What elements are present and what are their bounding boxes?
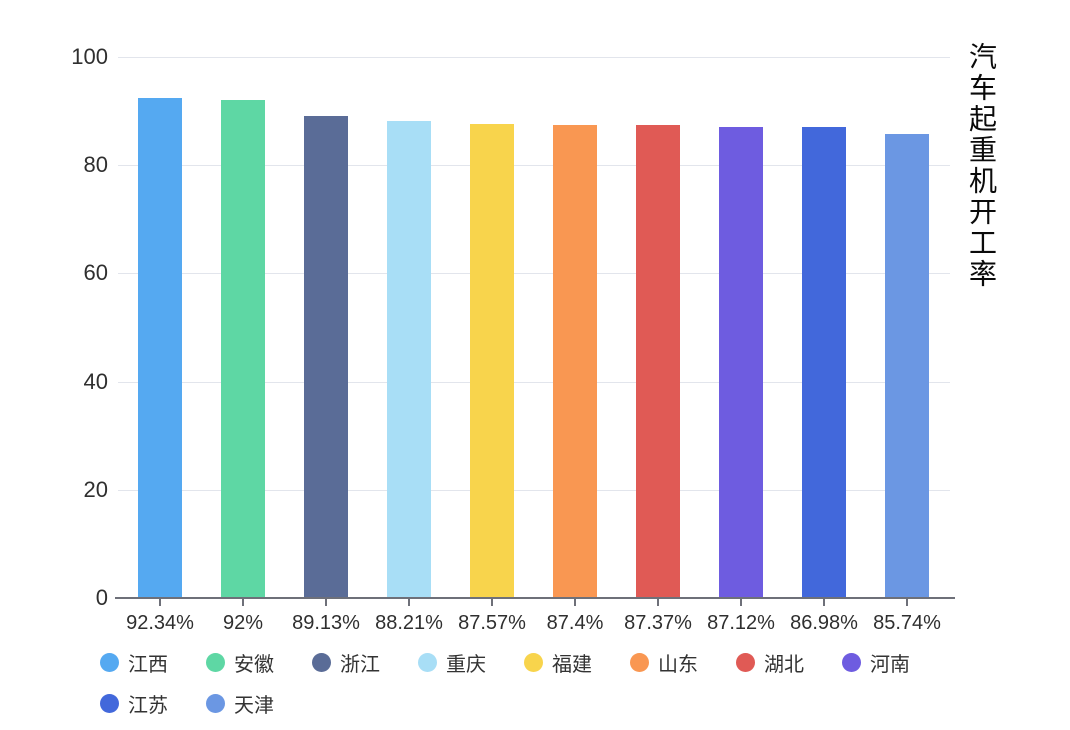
legend-dot-icon — [524, 653, 543, 672]
gridline-100 — [118, 57, 950, 58]
legend-dot-icon — [630, 653, 649, 672]
legend-dot-icon — [418, 653, 437, 672]
x-axis-tick — [408, 599, 410, 606]
legend-label: 江苏 — [128, 695, 168, 717]
bar-安徽[interactable] — [221, 100, 265, 598]
legend-label: 河南 — [870, 654, 910, 676]
y-axis-tick-label: 20 — [83, 477, 108, 502]
gridline-80 — [118, 165, 950, 166]
legend-label: 重庆 — [446, 654, 486, 676]
gridline-20 — [118, 490, 950, 491]
x-axis-label-山东: 87.4% — [546, 612, 604, 634]
legend-label: 江西 — [128, 654, 168, 676]
y-axis-tick-label: 0 — [95, 585, 108, 610]
x-axis-label-江苏: 86.98% — [790, 612, 858, 634]
bar-河南[interactable] — [719, 127, 763, 598]
gridline-40 — [118, 382, 950, 383]
y-axis-tick-label: 100 — [71, 44, 108, 69]
bar-福建[interactable] — [470, 124, 514, 598]
x-axis-tick — [159, 599, 161, 606]
x-axis-label-福建: 87.57% — [458, 612, 526, 634]
legend-label: 天津 — [234, 695, 274, 717]
legend-item-重庆[interactable]: 重庆 — [418, 648, 486, 677]
legend-item-江苏[interactable]: 江苏 — [100, 689, 168, 718]
legend-item-江西[interactable]: 江西 — [100, 648, 168, 677]
legend-item-湖北[interactable]: 湖北 — [736, 648, 804, 677]
x-axis-label-湖北: 87.37% — [624, 612, 692, 634]
x-axis-tick — [823, 599, 825, 606]
legend-item-天津[interactable]: 天津 — [206, 689, 274, 718]
x-axis-tick — [242, 599, 244, 606]
legend-item-安徽[interactable]: 安徽 — [206, 648, 274, 677]
bar-湖北[interactable] — [636, 125, 680, 598]
x-axis-label-天津: 85.74% — [873, 612, 941, 634]
x-axis-label-重庆: 88.21% — [375, 612, 443, 634]
bar-江苏[interactable] — [802, 127, 846, 598]
y-axis-tick-label: 80 — [83, 152, 108, 177]
legend: 江西 安徽 浙江 重庆 福建 山东 湖北 河南江苏 天津 — [100, 648, 980, 718]
legend-label: 安徽 — [234, 654, 274, 676]
legend-dot-icon — [100, 653, 119, 672]
legend-label: 湖北 — [764, 654, 804, 676]
x-axis-label-河南: 87.12% — [707, 612, 775, 634]
bar-天津[interactable] — [885, 134, 929, 598]
x-axis-tick — [657, 599, 659, 606]
x-axis-label-浙江: 89.13% — [292, 612, 360, 634]
legend-dot-icon — [736, 653, 755, 672]
legend-label: 山东 — [658, 654, 698, 676]
legend-dot-icon — [312, 653, 331, 672]
legend-item-福建[interactable]: 福建 — [524, 648, 592, 677]
bar-江西[interactable] — [138, 98, 182, 598]
legend-label: 福建 — [552, 654, 592, 676]
legend-dot-icon — [206, 694, 225, 713]
legend-dot-icon — [100, 694, 119, 713]
y-axis-tick-label: 40 — [83, 369, 108, 394]
legend-dot-icon — [206, 653, 225, 672]
x-axis-line — [115, 597, 955, 599]
x-axis-label-安徽: 92% — [222, 612, 264, 634]
legend-item-河南[interactable]: 河南 — [842, 648, 910, 677]
x-axis-tick — [491, 599, 493, 606]
x-axis-tick — [906, 599, 908, 606]
y-axis-tick-label: 60 — [83, 260, 108, 285]
legend-dot-icon — [842, 653, 861, 672]
gridline-60 — [118, 273, 950, 274]
legend-label: 浙江 — [340, 654, 380, 676]
bar-山东[interactable] — [553, 125, 597, 598]
x-axis-tick — [740, 599, 742, 606]
legend-item-山东[interactable]: 山东 — [630, 648, 698, 677]
chart-title: 汽车起重机开工率 — [966, 42, 997, 290]
bar-浙江[interactable] — [304, 116, 348, 598]
bar-重庆[interactable] — [387, 121, 431, 598]
x-axis-tick — [574, 599, 576, 606]
x-axis-label-江西: 92.34% — [126, 612, 194, 634]
x-axis-tick — [325, 599, 327, 606]
legend-item-浙江[interactable]: 浙江 — [312, 648, 380, 677]
